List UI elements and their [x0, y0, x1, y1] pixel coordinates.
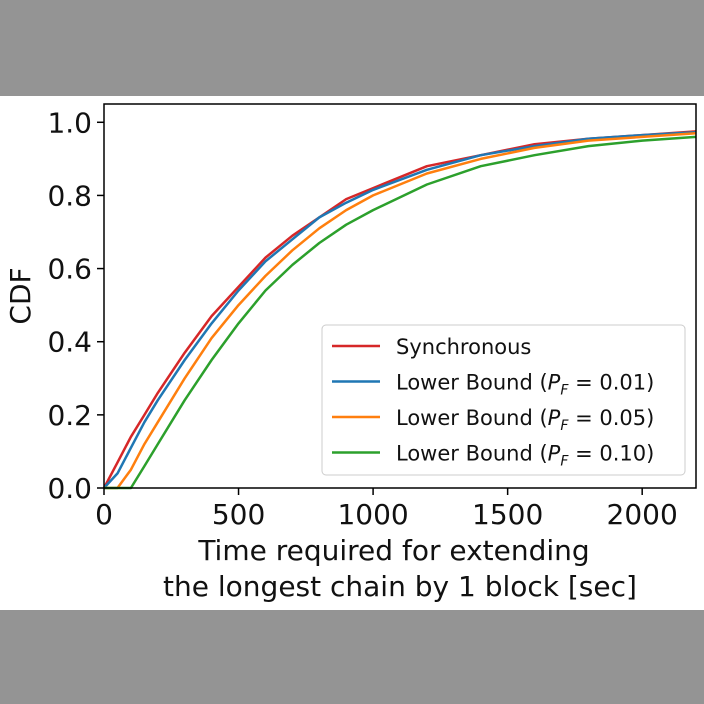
- series-line-2: [103, 130, 697, 489]
- series-line-3: [104, 132, 697, 490]
- x-tick-label: 0: [95, 498, 113, 531]
- y-tick-label: 0.2: [47, 399, 92, 432]
- series-layer: [102, 130, 697, 490]
- plot-frame: [103, 103, 697, 489]
- chart-figure: 0 500 1000 1500 2000 0.0 0.2 0.4 0.6 0.8 1.0 CDF …: [0, 96, 704, 610]
- y-axis-ticks: 0.0 0.2 0.4 0.6 0.8 1.0: [47, 106, 104, 505]
- x-tick-label: 1500: [472, 498, 543, 531]
- x-axis-ticks: 0 500 1000 1500 2000: [95, 488, 678, 531]
- y-tick-label: 0.0: [47, 472, 92, 505]
- y-tick-label: 1.0: [47, 106, 92, 139]
- x-axis-label-line-1: Time required for extending: [197, 534, 589, 567]
- legend-label-2: Lower Bound (PF = 0.01): [396, 371, 654, 399]
- y-tick-label: 0.8: [47, 179, 92, 212]
- x-axis-label-line-2: the longest chain by 1 block [sec]: [163, 570, 637, 603]
- y-axis-label: CDF: [4, 267, 37, 324]
- series-line-1: [102, 130, 697, 489]
- legend-label-4: Lower Bound (PF = 0.10): [396, 442, 654, 470]
- x-tick-label: 1000: [337, 498, 408, 531]
- series-line-4: [104, 135, 697, 490]
- x-tick-label: 500: [212, 498, 265, 531]
- legend-label-3: Lower Bound (PF = 0.05): [396, 406, 654, 434]
- legend: Synchronous Lower Bound (PF = 0.01) Lower …: [321, 324, 686, 476]
- legend-label-1: Synchronous: [396, 335, 531, 359]
- x-tick-label: 2000: [607, 498, 678, 531]
- legend-box: [321, 324, 686, 476]
- cdf-line-chart: 0 500 1000 1500 2000 0.00.20.40.60.81.0 CDF …: [4, 103, 697, 603]
- y-tick-label: 0.6: [47, 253, 92, 286]
- y-tick-label: 0.4: [47, 326, 92, 359]
